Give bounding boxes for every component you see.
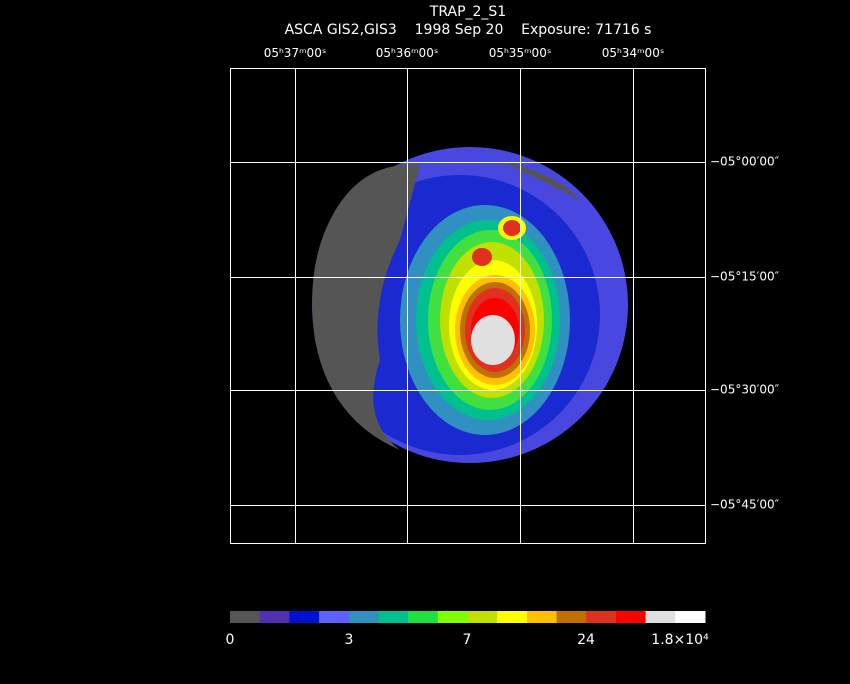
- colorbar-segment: [378, 611, 409, 623]
- colorbar-segment: [289, 611, 320, 623]
- colorbar-label: 24: [577, 632, 595, 648]
- ra-label: 05ʰ37ᵐ00ˢ: [264, 46, 327, 60]
- colorbar-label: 3: [345, 632, 354, 648]
- dec-label: −05°00′00″: [710, 155, 780, 169]
- colorbar-segment: [586, 611, 617, 623]
- colorbar-segment: [319, 611, 350, 623]
- colorbar: [230, 611, 706, 623]
- colorbar-segment: [230, 611, 261, 623]
- colorbar-segment: [348, 611, 379, 623]
- colorbar-segment: [645, 611, 676, 623]
- colorbar-segment: [408, 611, 439, 623]
- sky-image: [312, 147, 628, 463]
- colorbar-label: 7: [463, 632, 472, 648]
- subtitle: ASCA GIS2,GIS3 1998 Sep 20 Exposure: 717…: [285, 22, 652, 38]
- colorbar-segment: [497, 611, 528, 623]
- colorbar-segment: [556, 611, 587, 623]
- title: TRAP_2_S1: [429, 4, 506, 20]
- colorbar-segment: [526, 611, 558, 623]
- colorbar-segment: [259, 611, 290, 623]
- colorbar-segment: [615, 611, 647, 623]
- plot-frame: [230, 68, 706, 544]
- ra-label: 05ʰ34ᵐ00ˢ: [602, 46, 665, 60]
- colorbar-label: 1.8×10⁴: [651, 632, 709, 648]
- colorbar-segment: [437, 611, 468, 623]
- colorbar-label: 0: [226, 632, 235, 648]
- dec-label: −05°15′00″: [710, 270, 780, 284]
- ra-label: 05ʰ36ᵐ00ˢ: [376, 46, 439, 60]
- colorbar-segment: [467, 611, 498, 623]
- ra-label: 05ʰ35ᵐ00ˢ: [489, 46, 552, 60]
- colorbar-segment: [675, 611, 706, 623]
- dec-label: −05°30′00″: [710, 383, 780, 397]
- dec-label: −05°45′00″: [710, 498, 780, 512]
